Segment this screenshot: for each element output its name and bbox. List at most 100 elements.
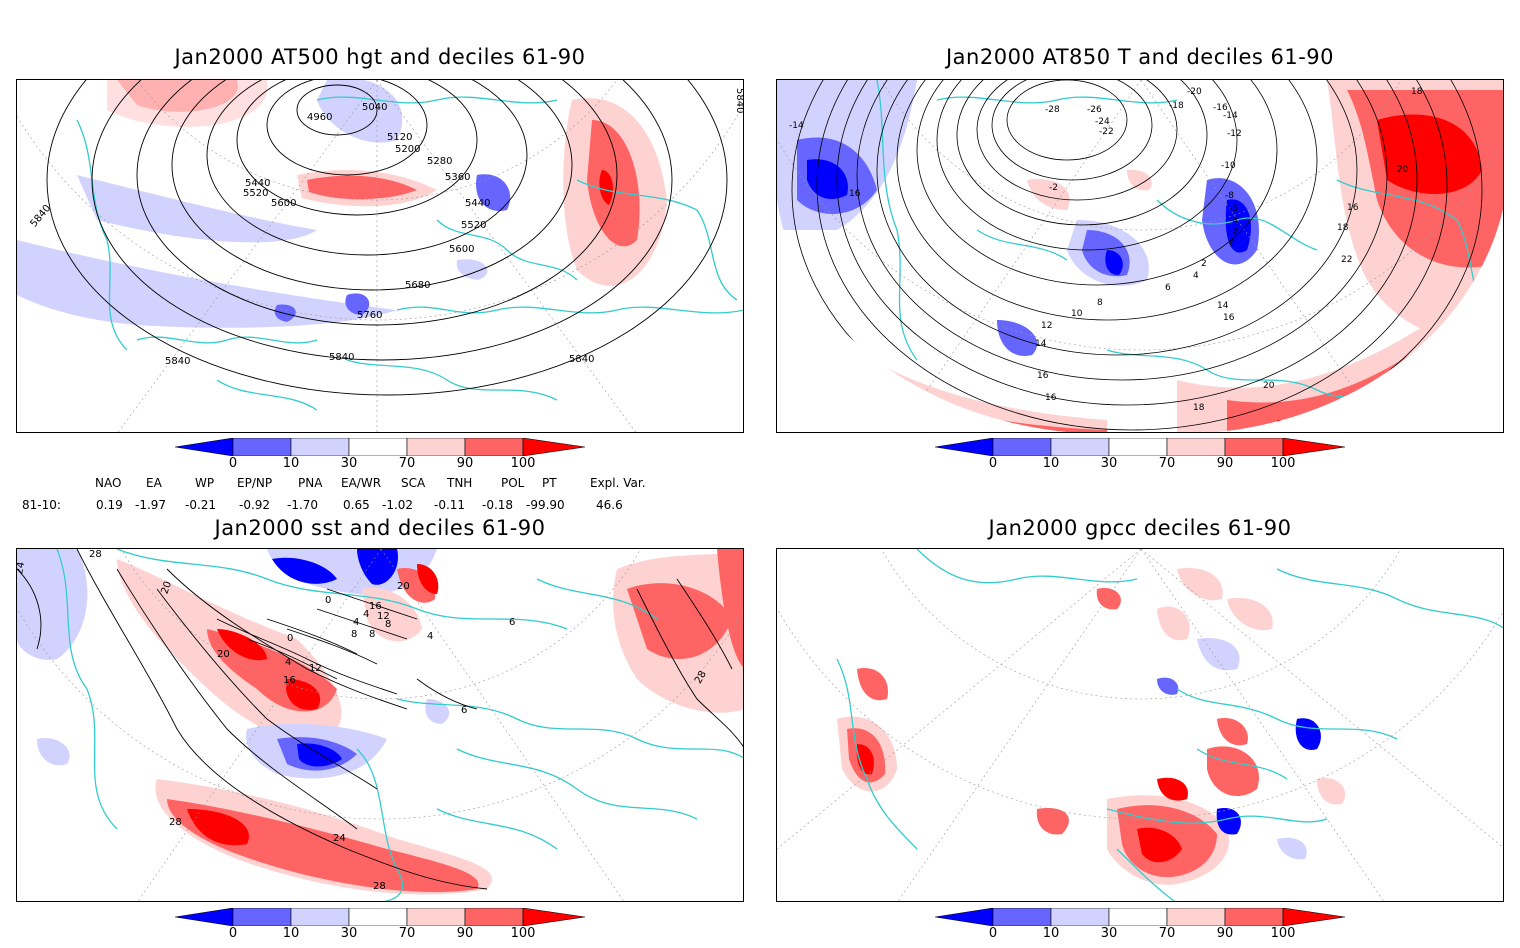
decile-shading bbox=[777, 80, 1503, 432]
contour-label: 6 bbox=[509, 617, 515, 628]
contour-label: 8 bbox=[351, 629, 357, 640]
contour-label: 5600 bbox=[449, 244, 474, 255]
contour-label: 18 bbox=[1411, 87, 1423, 97]
index-header-nao: NAO bbox=[95, 476, 122, 490]
contour-label: 28 bbox=[373, 881, 386, 892]
panel-title-hgt500: Jan2000 AT500 hgt and deciles 61-90 bbox=[174, 45, 586, 69]
contour-label: 16 bbox=[1045, 393, 1057, 403]
contour-label: 5200 bbox=[395, 144, 420, 155]
map-panel-gpcc bbox=[776, 548, 1504, 902]
temperature-contours bbox=[791, 80, 1483, 432]
map-panel-sst: 28 24 20 20 16 12 8 4 0 0 4 4 8 4 20 16 … bbox=[16, 548, 744, 902]
contour-label: -28 bbox=[1045, 105, 1060, 115]
contour-label: -22 bbox=[1099, 127, 1114, 137]
contour-label: 8 bbox=[369, 629, 375, 640]
index-value-ea: -1.97 bbox=[135, 498, 167, 512]
contour-label: 6 bbox=[461, 705, 467, 716]
contour-label: 8 bbox=[1097, 298, 1103, 308]
colorbar-label: 10 bbox=[1042, 456, 1060, 471]
index-value-sca: -1.02 bbox=[382, 498, 414, 512]
contour-label: 20 bbox=[159, 580, 174, 596]
contour-label: 4960 bbox=[307, 112, 332, 123]
contour-label: -18 bbox=[1169, 101, 1184, 111]
contour-label: 20 bbox=[1263, 381, 1275, 391]
contour-label: 5520 bbox=[461, 220, 486, 231]
contour-label: 5840 bbox=[28, 203, 53, 230]
colorbar-label: 90 bbox=[456, 926, 474, 941]
index-value-pna: -1.70 bbox=[287, 498, 319, 512]
colorbar-label: 70 bbox=[398, 456, 416, 471]
contour-label: 20 bbox=[217, 649, 230, 660]
contour-label: -8 bbox=[1225, 191, 1234, 201]
contour-label: -10 bbox=[1221, 161, 1236, 171]
index-header-pol: POL bbox=[501, 476, 525, 490]
contour-label: 5440 bbox=[465, 198, 490, 209]
contour-label: 14 bbox=[1035, 339, 1047, 349]
index-header-eawr: EA/WR bbox=[341, 476, 382, 490]
lat-lon-grid bbox=[777, 80, 1503, 432]
contour-label: -2 bbox=[1049, 183, 1058, 193]
colorbar-label: 70 bbox=[1158, 926, 1176, 941]
contour-label: -14 bbox=[1223, 111, 1238, 121]
contour-label: 2 bbox=[1201, 259, 1207, 269]
contour-label: 6 bbox=[1165, 283, 1171, 293]
contour-label: -2 bbox=[1229, 227, 1238, 237]
height-contours bbox=[46, 80, 728, 396]
panel-title-t850: Jan2000 AT850 T and deciles 61-90 bbox=[945, 45, 1335, 69]
contour-label: 16 bbox=[283, 675, 296, 686]
contour-label: 5760 bbox=[357, 310, 382, 321]
contour-label: -20 bbox=[1187, 87, 1202, 97]
colorbar-label: 0 bbox=[228, 456, 238, 471]
contour-label: 8 bbox=[385, 619, 391, 630]
contour-label: 18 bbox=[1337, 223, 1349, 233]
contour-labels: 28 24 20 20 16 12 8 4 0 0 4 4 8 4 20 16 … bbox=[17, 549, 709, 892]
index-header-epnp: EP/NP bbox=[237, 476, 273, 490]
panel-title-sst: Jan2000 sst and deciles 61-90 bbox=[214, 516, 546, 540]
contour-label: 5840 bbox=[569, 354, 594, 365]
index-period-label: 81-10: bbox=[22, 498, 61, 512]
index-header-sca: SCA bbox=[401, 476, 426, 490]
contour-label: 4 bbox=[353, 617, 359, 628]
colorbar-label: 100 bbox=[510, 456, 536, 471]
index-header-pna: PNA bbox=[298, 476, 323, 490]
contour-label: 16 bbox=[1223, 313, 1235, 323]
contour-labels: -14 16 -28 -26 -24 -22 -20 -18 -16 -14 -… bbox=[789, 87, 1423, 413]
index-value-epnp: -0.92 bbox=[239, 498, 271, 512]
index-value-tnh: -0.11 bbox=[434, 498, 466, 512]
coastlines bbox=[836, 549, 1503, 901]
contour-label: -4 bbox=[1229, 216, 1238, 226]
contour-label: 5360 bbox=[445, 172, 470, 183]
colorbar-label: 30 bbox=[340, 926, 358, 941]
colorbar-label: 100 bbox=[1270, 926, 1296, 941]
contour-label: 4 bbox=[363, 609, 369, 620]
lat-lon-grid bbox=[17, 80, 743, 432]
contour-label: 12 bbox=[309, 663, 322, 674]
index-header-tnh: TNH bbox=[447, 476, 473, 490]
contour-label: 16 bbox=[1347, 203, 1359, 213]
coastlines bbox=[76, 96, 743, 411]
panel-title-gpcc: Jan2000 gpcc deciles 61-90 bbox=[988, 516, 1292, 540]
colorbar-label: 30 bbox=[1100, 456, 1118, 471]
contour-label: -12 bbox=[1227, 129, 1242, 139]
colorbar-sst: 0 10 30 70 90 100 bbox=[175, 908, 595, 948]
contour-label: -24 bbox=[1095, 117, 1110, 127]
contour-label: 5440 bbox=[245, 178, 270, 189]
sst-contours bbox=[17, 549, 743, 890]
contour-label: 10 bbox=[1071, 309, 1083, 319]
colorbar-label: 10 bbox=[282, 456, 300, 471]
contour-label: 4 bbox=[427, 631, 433, 642]
colorbar-label: 10 bbox=[282, 926, 300, 941]
contour-label: 5120 bbox=[387, 132, 412, 143]
contour-label: 5840 bbox=[329, 352, 354, 363]
map-panel-hgt500: 4960 5040 5120 5200 5280 5360 5440 5520 … bbox=[16, 79, 744, 433]
contour-label: 16 bbox=[849, 189, 861, 199]
colorbar-hgt500: 0 10 30 70 90 100 bbox=[175, 438, 595, 478]
map-panel-t850: -14 16 -28 -26 -24 -22 -20 -18 -16 -14 -… bbox=[776, 79, 1504, 433]
colorbar-label: 90 bbox=[1216, 456, 1234, 471]
index-header-expl-var: Expl. Var. bbox=[590, 476, 646, 490]
contour-label: 16 bbox=[369, 601, 382, 612]
contour-label: 28 bbox=[169, 817, 182, 828]
contour-labels: 4960 5040 5120 5200 5280 5360 5440 5520 … bbox=[28, 88, 743, 367]
contour-label: 18 bbox=[1193, 403, 1205, 413]
contour-label: 0 bbox=[325, 595, 331, 606]
